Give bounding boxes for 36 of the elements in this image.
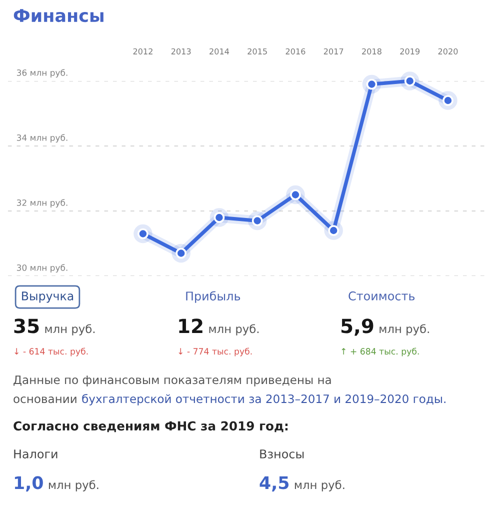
x-tick-label: 2012: [133, 48, 152, 54]
text: ↑ + 684 тыс. руб.: [342, 348, 419, 356]
text: Налоги: [14, 450, 58, 458]
text: основании: [14, 396, 76, 404]
y-tick-label: 32 млн руб.: [16, 199, 68, 208]
text: ↓ - 614 тыс. руб.: [14, 348, 88, 356]
text: Согласно сведениям ФНС за 2019 год:: [14, 421, 288, 432]
chart-title: Финансы: [14, 9, 104, 22]
x-tick-label: 2020: [438, 48, 458, 54]
text: млн руб.: [380, 324, 429, 336]
text: Взносы: [260, 450, 304, 458]
text: 35: [14, 318, 39, 334]
y-tick-label: 34 млн руб.: [16, 134, 68, 143]
text: Данные по финансовым показателям приведены на: [14, 376, 331, 386]
text: 4,5: [260, 476, 289, 492]
x-tick-label: 2015: [248, 48, 267, 54]
text: ↓ - 774 тыс. руб.: [178, 348, 252, 356]
x-tick-label: 2017: [324, 48, 344, 54]
x-tick-label: 2013: [171, 48, 191, 54]
x-tick-label: 2016: [286, 48, 306, 54]
text: 5,9: [342, 318, 374, 336]
text: 1,0: [14, 476, 43, 492]
y-tick-label: 30 млн руб.: [16, 264, 68, 273]
x-tick-label: 2018: [362, 48, 382, 54]
text: млн руб.: [45, 324, 95, 336]
x-tick-label: 2014: [210, 48, 230, 54]
text: Выручка: [22, 292, 74, 303]
text: бухгалтерской отчетности за 2013–2017 и 2019–2020 годы.: [82, 394, 446, 406]
text: млн руб.: [48, 480, 98, 492]
text: Прибыль: [186, 291, 240, 303]
text: млн руб.: [209, 324, 259, 336]
x-tick-label: 2019: [400, 48, 420, 54]
y-tick-label: 36 млн руб.: [16, 69, 68, 78]
text: млн руб.: [294, 480, 344, 492]
text: 12: [179, 318, 202, 333]
text: Стоимость: [348, 291, 415, 300]
